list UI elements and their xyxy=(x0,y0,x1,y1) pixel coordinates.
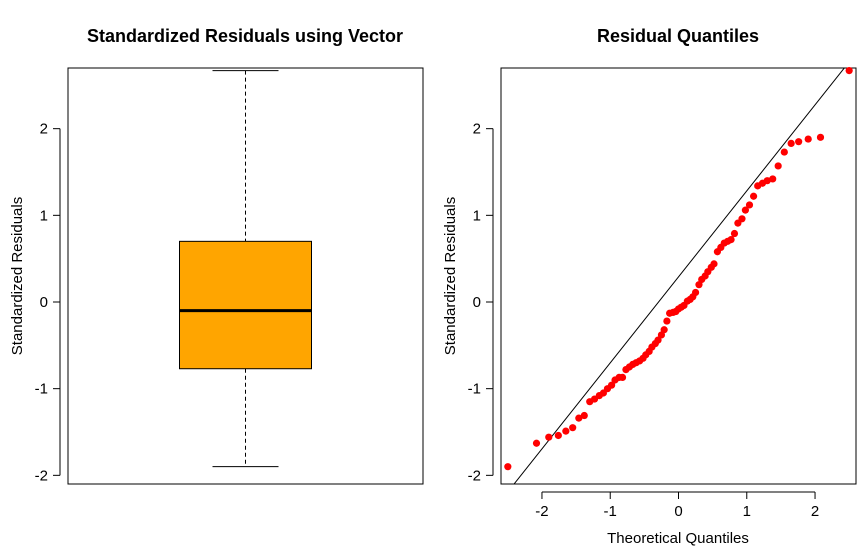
qq-point xyxy=(763,177,771,185)
qq-point xyxy=(738,215,746,223)
qqplot-y-axis-label: Standardized Residuals xyxy=(442,197,459,355)
qq-point xyxy=(774,162,782,170)
y-tick-label: 1 xyxy=(473,207,481,224)
qq-point xyxy=(710,260,718,268)
qq-point xyxy=(741,206,750,214)
y-tick-label: 1 xyxy=(40,207,48,224)
boxplot-frame xyxy=(67,67,424,485)
iqr-box xyxy=(179,240,312,370)
qq-point xyxy=(575,414,583,422)
qq-point xyxy=(795,138,803,146)
qq-point xyxy=(554,431,562,440)
y-tick-label: 2 xyxy=(40,121,48,138)
qq-point xyxy=(730,229,739,238)
y-tick-label: -2 xyxy=(35,467,48,484)
qq-point xyxy=(745,201,754,209)
x-tick-label: 2 xyxy=(811,503,819,520)
qqplot-title: Residual Quantiles xyxy=(597,26,759,46)
y-tick-label: -1 xyxy=(468,381,481,398)
y-tick-label: 0 xyxy=(40,294,48,311)
x-tick-label: -2 xyxy=(535,503,548,520)
y-tick-label: -2 xyxy=(468,467,481,484)
qq-point xyxy=(691,288,700,297)
qq-point xyxy=(845,67,853,75)
qq-reference-line xyxy=(513,68,845,484)
y-tick-label: 0 xyxy=(473,294,481,311)
boxplot-title: Standardized Residuals using Vector xyxy=(87,26,403,46)
qq-point xyxy=(780,148,788,156)
qq-point xyxy=(804,135,812,143)
x-tick-label: -1 xyxy=(604,503,617,520)
qq-point xyxy=(660,326,668,334)
qq-point xyxy=(545,433,553,441)
qq-point xyxy=(816,133,825,141)
qq-point xyxy=(618,373,627,381)
qq-point xyxy=(607,381,616,389)
qqplot-y-axis: -2 -1 0 1 2 xyxy=(468,121,494,484)
qq-point xyxy=(504,463,512,471)
qq-point xyxy=(663,317,671,325)
boxplot-y-axis: -2 -1 0 1 2 xyxy=(35,121,61,484)
x-tick-label: 0 xyxy=(674,503,682,520)
qqplot-marks xyxy=(504,67,853,484)
y-tick-label: 2 xyxy=(473,121,481,138)
boxplot-panel: Standardized Residuals using Vector -2 -1… xyxy=(9,26,424,485)
qq-point xyxy=(562,427,570,435)
qq-point xyxy=(769,175,777,183)
qq-point xyxy=(727,236,735,244)
boxplot-marks xyxy=(179,70,312,468)
qqplot-frame xyxy=(500,67,857,485)
qqplot-x-axis-label: Theoretical Quantiles xyxy=(607,530,749,547)
qq-point xyxy=(569,424,577,432)
qq-point xyxy=(654,336,662,344)
qqplot-x-axis: -2 -1 0 1 2 xyxy=(535,491,819,520)
boxplot-y-axis-label: Standardized Residuals xyxy=(9,197,26,355)
qq-point xyxy=(787,139,795,147)
qqplot-panel: Residual Quantiles -2 -1 0 1 2 -2 -1 0 1 2 Stand… xyxy=(442,26,857,547)
qq-point xyxy=(532,439,541,447)
x-tick-label: 1 xyxy=(743,503,751,520)
y-tick-label: -1 xyxy=(35,381,48,398)
qq-point xyxy=(749,192,758,200)
qq-point xyxy=(580,411,588,420)
